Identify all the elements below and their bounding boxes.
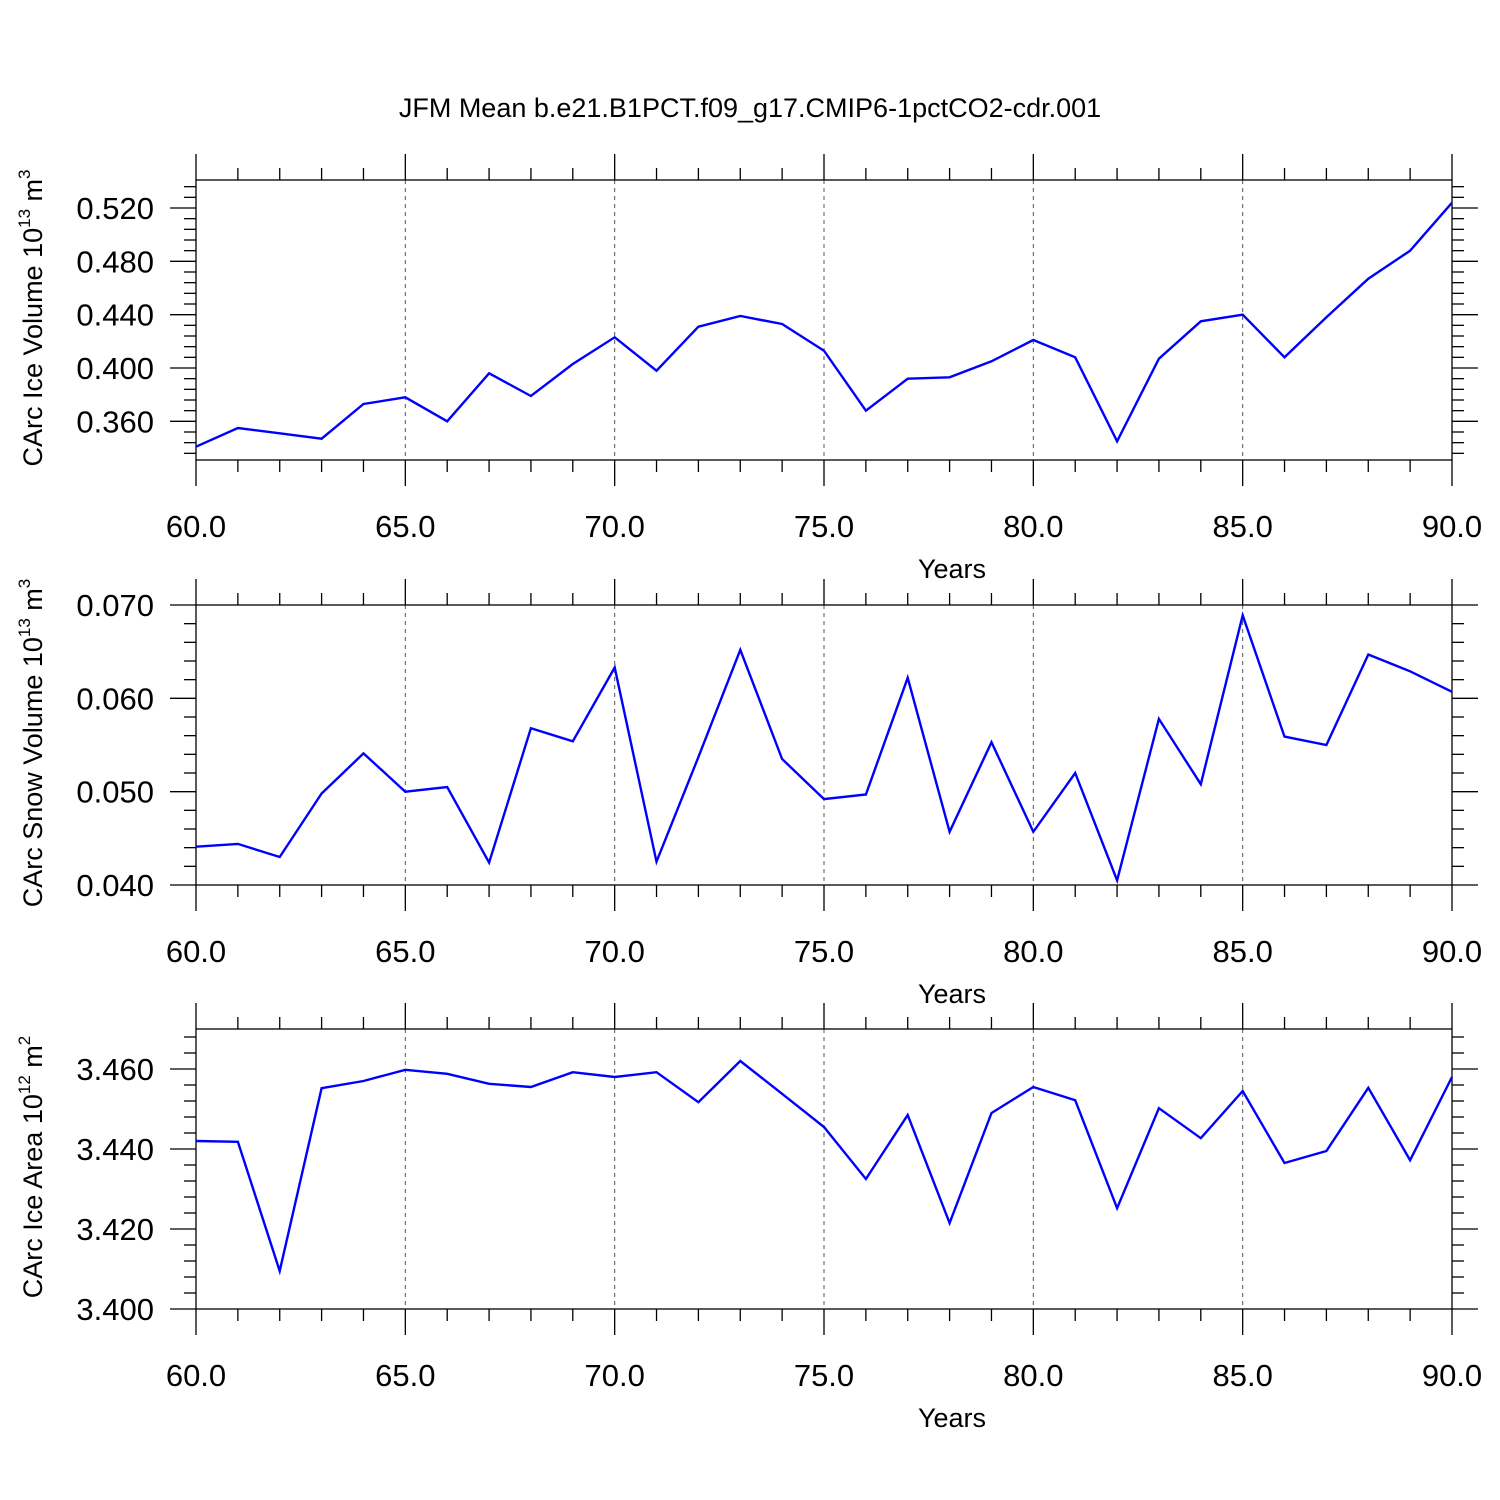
x-tick-label: 85.0	[1212, 1358, 1272, 1393]
y-tick-label: 0.060	[76, 681, 154, 716]
x-tick-label: 60.0	[166, 934, 226, 969]
x-tick-label: 60.0	[166, 1358, 226, 1393]
chart-panel-3: 3.400 3.420 3.440 3.460 60.0 65.0 70.0 75.0 80.0…	[15, 1003, 1482, 1433]
x-tick-label: 70.0	[584, 934, 644, 969]
x-tick-label: 75.0	[794, 1358, 854, 1393]
x-tick-label: 65.0	[375, 934, 435, 969]
x-tick-label: 75.0	[794, 509, 854, 544]
y-axis-label-exponent: 2	[15, 1036, 34, 1045]
x-tick-label: 80.0	[1003, 1358, 1063, 1393]
y-tick-label: 0.040	[76, 868, 154, 903]
x-axis-label: Years	[918, 979, 986, 1009]
y-tick-label: 0.360	[76, 404, 154, 439]
y-tick-label: 0.050	[76, 775, 154, 810]
y-tick-label: 0.480	[76, 244, 154, 279]
x-tick-label: 70.0	[584, 1358, 644, 1393]
y-axis-label-exponent: 3	[15, 579, 34, 588]
y-tick-label: 3.400	[76, 1292, 154, 1327]
x-tick-label: 90.0	[1422, 1358, 1482, 1393]
y-axis-label-exponent: 13	[15, 209, 34, 228]
y-tick-label: 0.400	[76, 351, 154, 386]
y-axis-label-exponent: 13	[15, 618, 34, 637]
y-axis-label-exponent: 12	[15, 1075, 34, 1094]
y-axis-label-text: m	[18, 179, 48, 209]
y-axis-label-text: CArc Ice Area 10	[18, 1094, 48, 1298]
y-axis-label: CArc Ice Area 1012 m2	[15, 1036, 48, 1299]
x-axis-label: Years	[918, 1403, 986, 1433]
x-tick-label: 80.0	[1003, 509, 1063, 544]
y-tick-label: 3.440	[76, 1132, 154, 1167]
x-tick-label: 60.0	[166, 509, 226, 544]
y-axis-label: CArc Snow Volume 1013 m3	[15, 579, 48, 908]
y-axis-label-text: m	[18, 588, 48, 618]
chart-panel-2: 0.040 0.050 0.060 0.070 60.0 65.0 70.0 75.0 80.0…	[15, 579, 1482, 1009]
x-tick-label: 85.0	[1212, 934, 1272, 969]
x-axis-label: Years	[918, 554, 986, 584]
x-tick-label: 75.0	[794, 934, 854, 969]
y-tick-label: 0.440	[76, 298, 154, 333]
y-tick-label: 3.460	[76, 1052, 154, 1087]
panels: 0.360 0.400 0.440 0.480 0.520 60.0 65.0 70.0 75.…	[15, 154, 1482, 1433]
y-axis-label-exponent: 3	[15, 169, 34, 178]
x-tick-label: 65.0	[375, 1358, 435, 1393]
y-tick-label: 0.520	[76, 191, 154, 226]
x-tick-label: 80.0	[1003, 934, 1063, 969]
x-tick-label: 70.0	[584, 509, 644, 544]
y-tick-label: 3.420	[76, 1212, 154, 1247]
x-tick-label: 90.0	[1422, 509, 1482, 544]
x-tick-label: 65.0	[375, 509, 435, 544]
series-line	[195, 201, 1453, 448]
y-axis-label-text: CArc Ice Volume 10	[18, 228, 48, 467]
y-axis-label-text: CArc Snow Volume 10	[18, 637, 48, 907]
x-tick-label: 85.0	[1212, 509, 1272, 544]
chart-panel-1: 0.360 0.400 0.440 0.480 0.520 60.0 65.0 70.0 75.…	[15, 154, 1482, 584]
y-tick-label: 0.070	[76, 588, 154, 623]
figure-title: JFM Mean b.e21.B1PCT.f09_g17.CMIP6-1pctC…	[399, 93, 1101, 123]
x-tick-label: 90.0	[1422, 934, 1482, 969]
y-axis-label: CArc Ice Volume 1013 m3	[15, 169, 48, 466]
series-line	[195, 1059, 1454, 1276]
series-line	[195, 611, 1453, 885]
y-axis-label-text: m	[18, 1045, 48, 1075]
